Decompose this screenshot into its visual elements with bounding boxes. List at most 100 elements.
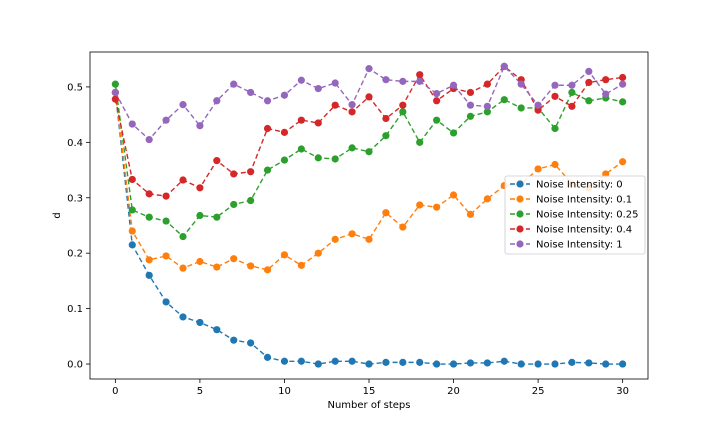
data-point (280, 357, 289, 365)
data-point (466, 101, 475, 109)
data-point (196, 211, 204, 220)
data-point (297, 261, 305, 269)
data-point (297, 357, 305, 365)
data-point (517, 360, 525, 368)
data-point (230, 255, 238, 263)
x-tick-label: 0 (112, 386, 118, 397)
data-point (128, 120, 136, 128)
data-point (348, 230, 356, 238)
data-point (230, 200, 238, 209)
data-point (230, 80, 238, 88)
data-point (416, 71, 424, 79)
data-point (433, 89, 441, 98)
data-point (483, 359, 491, 367)
data-point (111, 95, 119, 103)
x-tick-label: 30 (616, 386, 629, 397)
data-point (602, 90, 610, 98)
data-point (314, 84, 322, 93)
data-point (466, 210, 475, 218)
data-point (399, 77, 407, 85)
legend-marker (516, 180, 524, 188)
data-point (162, 252, 170, 260)
data-point (179, 101, 187, 109)
data-point (466, 359, 475, 367)
data-point (382, 132, 390, 140)
y-axis: 0.0 0.1 0.2 0.3 0.4 0.5 (67, 82, 90, 371)
data-point (247, 262, 255, 270)
data-point (399, 223, 407, 231)
data-point (433, 203, 441, 211)
data-point (466, 112, 475, 120)
y-tick-label: 0.5 (67, 82, 83, 93)
data-point (365, 235, 373, 243)
data-point (534, 101, 542, 109)
data-point (314, 154, 322, 162)
data-point (619, 73, 627, 82)
legend-label: Noise Intensity: 0.4 (536, 225, 632, 236)
data-point (399, 108, 407, 116)
x-tick-label: 20 (447, 386, 460, 397)
data-point (585, 78, 593, 87)
data-point (145, 271, 153, 279)
data-point (179, 176, 187, 184)
data-point (585, 97, 593, 105)
data-point (213, 326, 221, 334)
x-axis-label: Number of steps (327, 400, 410, 411)
data-point (568, 81, 576, 89)
data-point (162, 116, 170, 124)
data-point (213, 263, 221, 271)
data-point (263, 266, 272, 274)
data-point (619, 80, 627, 88)
data-point (297, 76, 305, 84)
data-point (399, 358, 407, 366)
legend-marker (516, 225, 524, 233)
data-point (196, 257, 204, 266)
data-point (348, 357, 356, 365)
data-point (449, 191, 458, 199)
legend-label: Noise Intensity: 1 (536, 240, 623, 251)
data-point (247, 196, 255, 205)
data-point (500, 357, 508, 365)
data-point (433, 360, 441, 368)
series-3 (111, 62, 627, 200)
data-point (145, 135, 153, 144)
data-point (551, 124, 559, 133)
data-point (145, 256, 153, 264)
data-point (500, 62, 508, 71)
legend: Noise Intensity: 0 Noise Intensity: 0.1 No… (504, 175, 646, 255)
y-tick-label: 0.1 (67, 304, 83, 315)
data-point (449, 81, 458, 89)
data-point (585, 67, 593, 75)
series-4 (111, 62, 627, 144)
data-point (466, 88, 475, 97)
data-point (449, 129, 458, 137)
data-point (162, 298, 170, 306)
data-point (247, 88, 255, 97)
legend-box (504, 175, 646, 255)
data-point (365, 93, 373, 101)
data-point (314, 249, 322, 257)
data-point (433, 116, 441, 124)
data-point (534, 165, 542, 173)
data-point (348, 101, 356, 109)
data-point (483, 195, 491, 203)
data-point (230, 336, 238, 344)
data-point (382, 209, 390, 217)
data-point (602, 360, 610, 368)
data-point (280, 156, 289, 164)
data-point (314, 360, 322, 368)
data-point (500, 96, 508, 104)
data-point (534, 360, 542, 368)
data-point (297, 116, 305, 124)
data-point (568, 88, 576, 97)
data-point (568, 102, 576, 110)
data-point (449, 360, 458, 368)
legend-marker (516, 240, 524, 248)
data-point (551, 360, 559, 368)
data-point (128, 227, 136, 235)
data-point (331, 79, 339, 87)
data-point (263, 97, 272, 105)
data-point (280, 91, 289, 99)
data-point (551, 92, 559, 100)
data-point (619, 158, 627, 166)
